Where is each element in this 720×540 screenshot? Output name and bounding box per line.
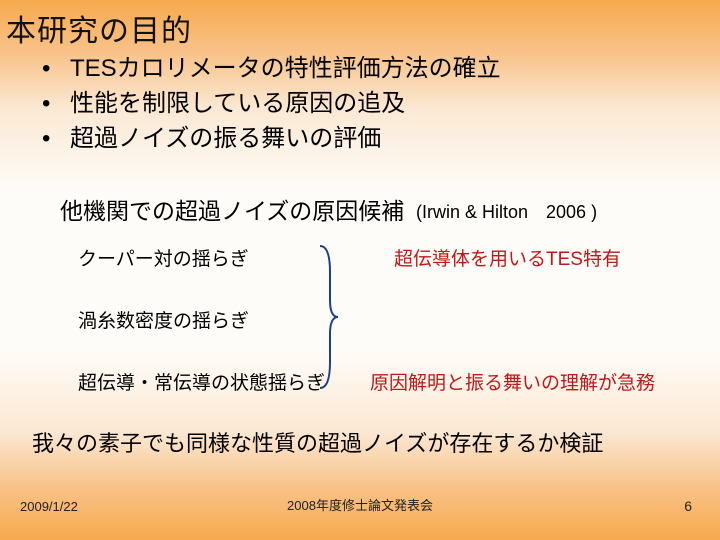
footer-title: 2008年度修士論文発表会 xyxy=(0,495,720,514)
bullet-list: • TESカロリメータの特性評価方法の確立 • 性能を制限している原因の追及 •… xyxy=(42,52,501,156)
bullet-item: • TESカロリメータの特性評価方法の確立 xyxy=(42,52,501,87)
bullet-text: 性能を制限している原因の追及 xyxy=(70,87,405,122)
cause-item: 超伝導・常伝導の状態揺らぎ xyxy=(78,368,325,395)
bullet-item: • 超過ノイズの振る舞いの評価 xyxy=(42,122,501,157)
cause-item: 渦糸数密度の揺らぎ xyxy=(78,306,249,333)
bullet-item: • 性能を制限している原因の追及 xyxy=(42,87,501,122)
slide-title: 本研究の目的 xyxy=(6,6,192,50)
page-number: 6 xyxy=(684,498,692,514)
citation-text: (Irwin & Hilton 2006 ) xyxy=(416,198,597,224)
bullet-text: TESカロリメータの特性評価方法の確立 xyxy=(70,52,501,87)
bullet-dot: • xyxy=(42,52,70,87)
bottom-statement: 我々の素子でも同様な性質の超過ノイズが存在するか検証 xyxy=(32,426,603,458)
cause-item: クーパー対の揺らぎ xyxy=(78,244,249,271)
note-text: 超伝導体を用いるTES特有 xyxy=(394,244,621,271)
bullet-dot: • xyxy=(42,87,70,122)
bullet-dot: • xyxy=(42,122,70,157)
bullet-text: 超過ノイズの振る舞いの評価 xyxy=(70,122,381,157)
brace-icon xyxy=(318,242,340,392)
note-text: 原因解明と振る舞いの理解が急務 xyxy=(370,368,655,395)
sub-heading: 他機関での超過ノイズの原因候補 xyxy=(60,192,404,226)
